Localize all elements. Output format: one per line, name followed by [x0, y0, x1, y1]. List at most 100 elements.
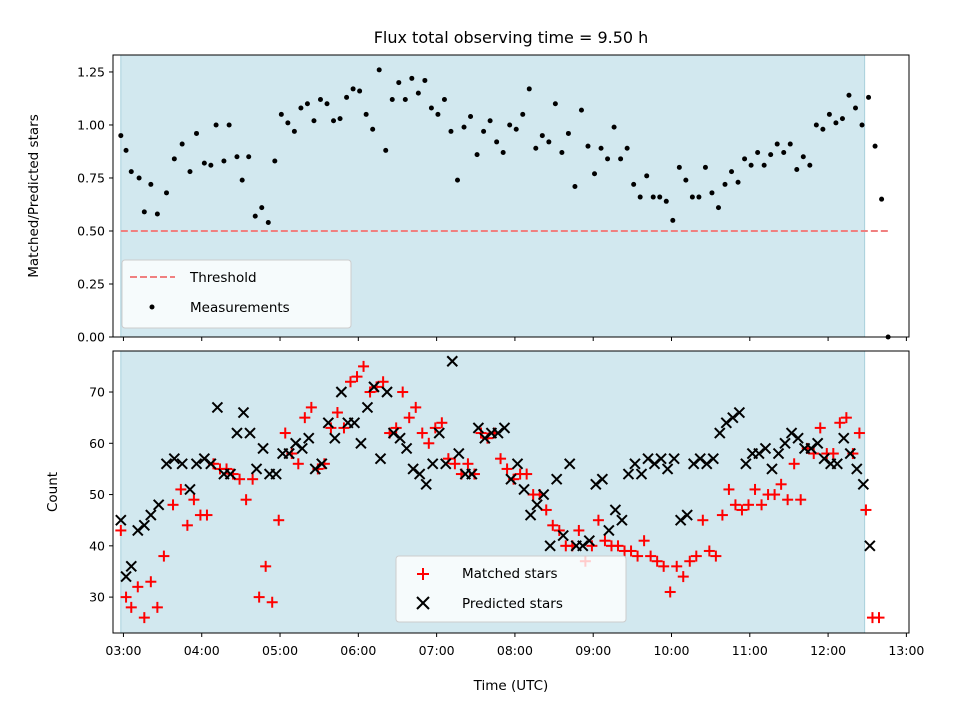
measurement-point — [259, 205, 265, 211]
measurement-point — [539, 133, 545, 139]
predicted-star-marker — [557, 529, 569, 542]
predicted-star-marker — [296, 442, 308, 455]
measurement-point — [487, 118, 493, 124]
matched-star-marker — [684, 555, 696, 567]
measurement-point — [311, 118, 317, 124]
x-tick-label: 07:00 — [419, 643, 455, 658]
predicted-star-marker — [374, 452, 387, 465]
measurement-point — [585, 143, 591, 149]
predicted-star-marker — [759, 442, 772, 455]
measurement-point — [272, 158, 278, 164]
matched-star-marker — [344, 376, 356, 388]
y-tick-label: 70 — [89, 385, 105, 400]
predicted-star-marker — [779, 437, 791, 449]
measurement-point — [533, 145, 539, 151]
matched-star-marker — [115, 524, 127, 536]
matched-star-marker — [645, 550, 657, 562]
predicted-star-marker — [433, 427, 445, 439]
matched-star-marker — [253, 591, 265, 603]
measurement-point — [123, 147, 129, 153]
measurement-point — [187, 169, 193, 175]
measurement-point — [742, 156, 748, 162]
measurement-point — [324, 101, 330, 107]
measurement-point — [474, 152, 480, 158]
matched-star-marker — [436, 417, 448, 429]
measurement-point — [696, 194, 702, 200]
measurement-point — [201, 160, 207, 166]
matched-star-marker — [834, 417, 846, 429]
predicted-star-marker — [629, 458, 641, 470]
matched-star-marker — [782, 494, 794, 506]
matched-star-marker — [423, 437, 435, 449]
matched-star-marker — [658, 560, 670, 572]
matched-star-marker — [729, 499, 741, 511]
y-tick-label: 60 — [89, 436, 105, 451]
measurement-point — [637, 194, 643, 200]
measurement-point — [179, 141, 185, 147]
measurement-point — [428, 105, 434, 111]
matched-star-marker — [671, 560, 683, 572]
predicted-star-marker — [864, 540, 876, 552]
measurement-point — [481, 128, 487, 134]
predicted-star-marker — [413, 468, 426, 480]
matched-star-marker — [716, 509, 728, 521]
measurement-point — [879, 196, 885, 202]
measurement-point — [683, 177, 689, 183]
predicted-star-marker — [550, 473, 563, 485]
measurement-point — [164, 190, 170, 196]
predicted-star-marker — [681, 509, 693, 521]
x-tick-label: 05:00 — [262, 643, 298, 658]
predicted-star-marker — [381, 386, 393, 398]
matched-star-marker — [158, 550, 170, 562]
predicted-star-marker — [244, 427, 256, 439]
measurement-point — [598, 145, 604, 151]
measurement-point — [813, 122, 819, 128]
measurement-point — [826, 111, 832, 117]
predicted-star-marker — [205, 458, 217, 470]
predicted-star-marker — [655, 452, 667, 465]
measurement-point — [794, 166, 800, 172]
predicted-star-marker — [564, 458, 576, 470]
measurement-point — [670, 217, 676, 223]
predicted-star-marker — [190, 458, 203, 470]
bottom-x-axis: 03:00 04:00 05:00 06:00 07:00 08:00 09:00 10:00… — [105, 633, 924, 658]
predicted-star-marker — [368, 381, 380, 393]
predicted-star-marker — [426, 458, 439, 470]
y-tick-label: 0.75 — [77, 170, 105, 185]
predicted-star-marker — [420, 478, 432, 491]
predicted-star-marker — [857, 478, 870, 491]
measurement-point — [565, 130, 571, 136]
x-tick-label: 08:00 — [497, 643, 533, 658]
matched-star-marker — [175, 483, 187, 495]
measurement-point — [285, 120, 291, 126]
measurement-point — [291, 128, 297, 134]
measurement-point — [376, 67, 382, 73]
predicted-star-marker — [322, 417, 335, 429]
matched-star-marker — [547, 519, 559, 531]
predicted-star-marker — [609, 504, 622, 516]
predicted-star-marker — [596, 473, 609, 485]
predicted-star-marker — [524, 509, 537, 521]
measurement-point — [435, 111, 441, 117]
top-legend-box — [121, 259, 352, 329]
measurement-point — [559, 150, 565, 156]
matched-star-marker — [416, 427, 428, 439]
matched-star-marker — [736, 504, 748, 516]
measurement-point — [852, 105, 858, 111]
predicted-star-marker — [511, 458, 524, 470]
top-plot-frame — [112, 54, 910, 338]
matched-star-marker — [240, 494, 252, 506]
predicted-star-marker — [303, 432, 315, 444]
top-legend: Threshold Measurements — [121, 259, 352, 329]
x-tick-label: 12:00 — [810, 643, 846, 658]
matched-star-marker — [351, 371, 363, 383]
matched-star-marker — [599, 535, 611, 547]
x-tick-label: 06:00 — [340, 643, 376, 658]
x-tick-label: 03:00 — [105, 643, 141, 658]
bottom-plot-frame — [112, 350, 910, 634]
measurement-point — [500, 150, 506, 156]
predicted-star-marker — [472, 422, 485, 434]
matched-star-marker — [377, 376, 389, 388]
top-x-ticks — [122, 337, 907, 341]
y-tick-label: 0.25 — [77, 276, 105, 291]
